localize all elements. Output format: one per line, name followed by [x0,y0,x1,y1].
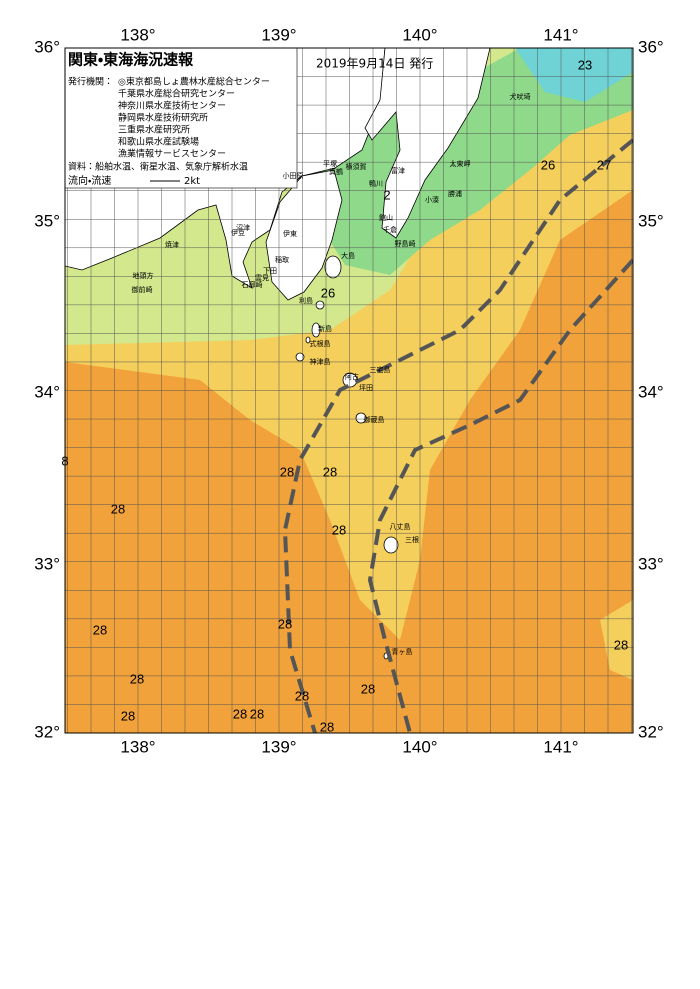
place-name: 阿古 [345,372,359,381]
place-name: 御蔵島 [364,415,385,424]
lon-label: 138° [120,25,155,44]
issue-date: 2019年9月14日 発行 [316,57,433,71]
title: 関東・東海海況速報 [68,51,194,69]
lat-label: 34° [34,382,60,401]
place-name: 地頭方 [133,271,154,280]
lat-labels: 36° 35° 34° 33° 32° 36° 35° 34° 33° 32° [34,37,663,741]
lon-label: 138° [120,737,155,756]
islands [295,255,399,660]
place-name: 神津島 [310,357,331,366]
issuers-label: 発行機関： [68,76,113,88]
place-name: 太東岬 [450,159,471,168]
place-name: 八丈島 [390,522,411,531]
temperature-label: 28 [250,706,264,721]
lat-label: 35° [34,211,60,230]
lon-label: 139° [261,25,296,44]
lat-label: 32° [34,722,60,741]
temperature-label: 28 [233,706,247,721]
lon-label: 140° [402,25,437,44]
temperature-label: 23 [578,57,592,72]
place-name: 犬吠埼 [510,92,531,101]
legend-label: 流向・流速 [68,174,111,187]
lat-label: 34° [638,382,664,401]
issuers: 発行機関： ◎東京都島しょ農林水産総合センター 千葉県水産総合研究センター 神奈… [68,76,270,188]
temperature-label: 28 [614,637,628,652]
place-name: 小田原 [283,171,304,180]
lat-label: 33° [638,554,664,573]
place-name: 小湊 [425,195,439,204]
kuroshio-axis [282,138,633,733]
place-name: 三宅島 [370,365,391,374]
lat-label: 32° [638,722,664,741]
place-name: 雲見 [255,274,269,282]
place-name: 勝浦 [448,189,462,198]
header-box [65,48,298,189]
temperature-label: 28 [121,708,135,723]
map-frame [64,47,634,734]
place-name: 野島崎 [395,239,416,248]
place-name: 真鶴 [329,167,343,176]
issuer: 千葉県水産総合研究センター [118,88,235,100]
temperature-label: 28 [332,522,346,537]
source: 資料：船舶水温、衛星水温、気象庁解析水温 [68,161,248,173]
place-name: 下田 [263,267,277,275]
place-name: 稲取 [275,255,289,264]
temperature-label: 28 [93,622,107,637]
temperature-label: 26 [321,285,335,300]
temperature-label: 2 [383,187,390,202]
temperature-label: 28 [320,719,334,734]
place-name: 鴨川 [369,179,383,188]
place-name: 館山 [379,213,393,222]
issuer: ◎東京都島しょ農林水産総合センター [118,76,270,88]
lat-label: 36° [34,37,60,56]
place-name: 焼津 [165,240,179,249]
temperature-label: 28 [278,616,292,631]
lat-label: 33° [34,554,60,573]
temperature-label: 28 [295,688,309,703]
place-name: 坪田 [359,384,373,392]
place-name: 三根 [405,535,419,544]
land [265,169,343,301]
temperature-label: 28 [280,464,294,479]
lon-label: 141° [543,25,578,44]
lon-label: 139° [261,737,296,756]
temperature-label: 28 [361,681,375,696]
place-name: 千倉 [383,225,397,234]
place-name: 石廊崎 [242,280,263,289]
issuer: 静岡県水産技術研究所 [118,112,208,124]
place-name: 伊豆 [231,228,245,237]
issuer: 和歌山県水産試験場 [118,136,199,148]
place-name: 横須賀 [346,162,367,171]
issuer: 神奈川県水産技術センター [118,100,226,112]
lat-label: 36° [638,37,664,56]
lon-label: 140° [402,737,437,756]
map-area [65,48,633,733]
lon-label: 141° [543,737,578,756]
water-zone [515,48,633,102]
place-name: 伊東 [283,229,297,238]
temperature-label: 28 [323,464,337,479]
issuer: 三重県水産研究所 [118,124,190,136]
place-name: 新島 [318,324,332,333]
temperature-label: 28 [130,671,144,686]
place-name: 青ヶ島 [392,647,413,656]
place-name: 利島 [299,296,313,305]
place-name: 御前崎 [132,285,153,294]
lat-label: 35° [638,211,664,230]
place-name: 平塚 [323,159,337,168]
place-name: 大島 [341,251,355,260]
place-name: 沼津 [236,223,250,232]
temperature-label: 8 [61,453,68,468]
temperature-label: 28 [111,501,125,516]
place-name: 式根島 [310,339,331,348]
legend-speed: 2kt [184,176,200,187]
place-name: 富津 [391,166,405,175]
temperature-label: 26 [541,157,555,172]
issuer: 漁業情報サービスセンター [118,148,226,160]
temperature-label: 27 [597,157,611,172]
